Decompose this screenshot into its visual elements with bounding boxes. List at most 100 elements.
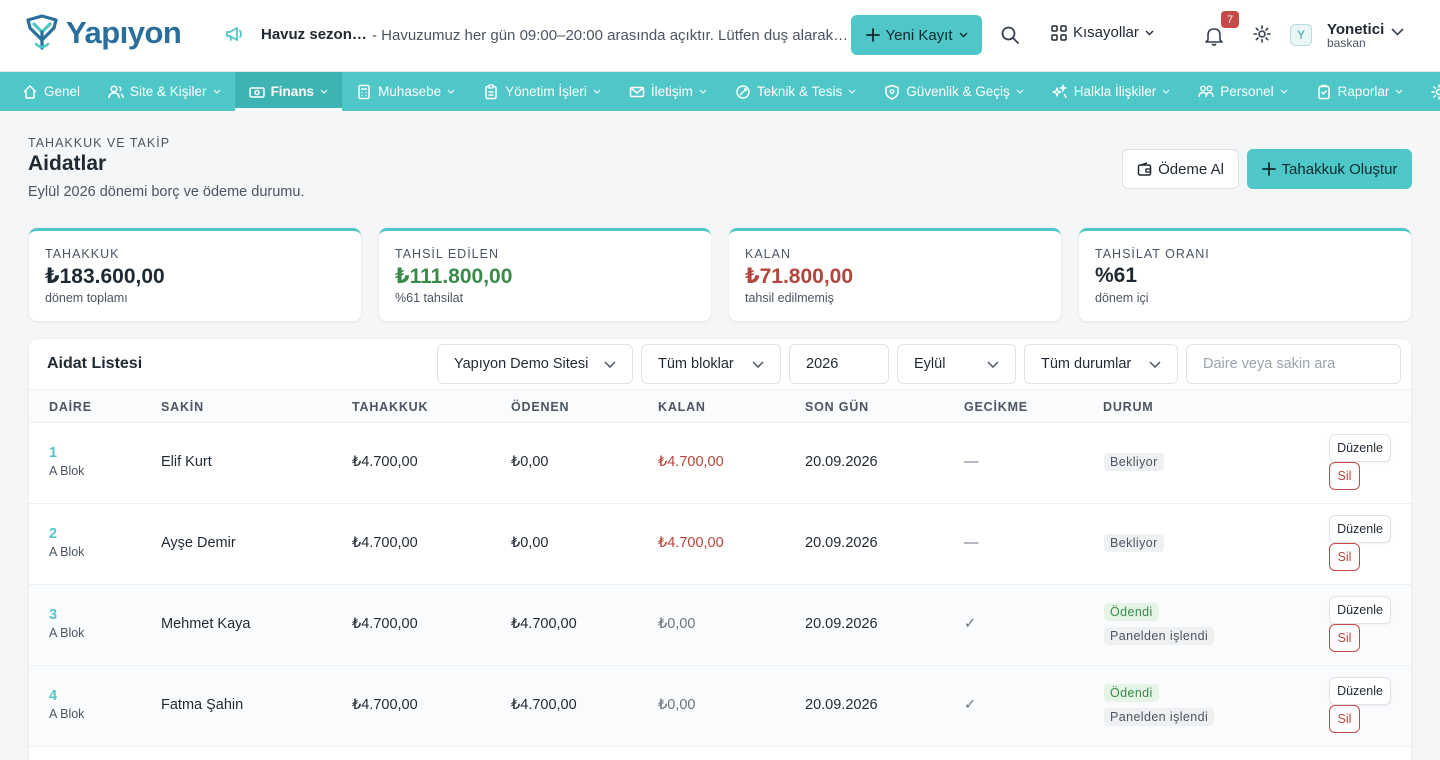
plus-icon <box>1261 162 1276 176</box>
table-row[interactable]: 2 A Blok Ayşe Demir ₺4.700,00 ₺0,00 ₺4.700,00… <box>29 504 1411 585</box>
apartment-number-link[interactable]: 2 <box>49 526 58 542</box>
create-accrual-button[interactable]: Tahakkuk Oluştur <box>1247 149 1412 189</box>
nav-item-genel[interactable]: Genel <box>8 72 94 111</box>
chevron-down-icon <box>987 360 999 368</box>
stat-card-accrual: TAHAKKUK ₺183.600,00 dönem toplamı <box>29 228 361 321</box>
logo-mark-icon <box>24 14 60 52</box>
nav-item-muhasebe[interactable]: Muhasebe <box>342 72 469 111</box>
delete-button[interactable]: Sil <box>1329 462 1360 490</box>
stat-subtext: dönem içi <box>1095 291 1149 305</box>
nav-item-personel[interactable]: Personel <box>1184 72 1301 111</box>
notification-count-badge: 7 <box>1221 11 1239 28</box>
nav-item-i-letişim[interactable]: İletişim <box>615 72 721 111</box>
delay-indicator: — <box>964 535 979 551</box>
remaining-amount: ₺0,00 <box>658 616 696 632</box>
nav-item-yönetim-i-şleri[interactable]: Yönetim İşleri <box>469 72 615 111</box>
stat-card-collection-rate: TAHSİLAT ORANI %61 dönem içi <box>1079 228 1411 321</box>
stat-label: KALAN <box>745 247 791 261</box>
nav-item-teknik-tesis[interactable]: Teknik & Tesis <box>721 72 870 111</box>
nav-item-label: Güvenlik & Geçiş <box>906 84 1010 99</box>
accrual-amount: ₺4.700,00 <box>352 616 418 632</box>
logo-text: Yapıyon <box>66 15 182 50</box>
table-row[interactable]: 4 A Blok Fatma Şahin ₺4.700,00 ₺4.700,00 ₺0,0… <box>29 666 1411 747</box>
edit-button[interactable]: Düzenle <box>1329 434 1391 462</box>
column-header: SAKİN <box>161 400 204 414</box>
remaining-amount: ₺4.700,00 <box>658 535 724 551</box>
edit-button[interactable]: Düzenle <box>1329 596 1391 624</box>
delete-label: Sil <box>1337 550 1352 564</box>
user-name[interactable]: Yonetici <box>1327 21 1385 38</box>
nav-item-site-kişiler[interactable]: Site & Kişiler <box>94 72 235 111</box>
new-record-label: Yeni Kayıt <box>885 26 953 44</box>
grid-icon <box>1051 24 1067 41</box>
gear-icon <box>1431 83 1440 100</box>
apartment-number-link[interactable]: 1 <box>49 445 58 461</box>
edit-button[interactable]: Düzenle <box>1329 677 1391 705</box>
table-row[interactable]: 1 A Blok Elif Kurt ₺4.700,00 ₺0,00 ₺4.700,00 2… <box>29 423 1411 504</box>
user-menu-chevron-icon[interactable] <box>1391 28 1404 36</box>
edit-label: Düzenle <box>1337 441 1383 455</box>
apartment-number-link[interactable]: 3 <box>49 607 58 623</box>
take-payment-label: Ödeme Al <box>1158 160 1224 178</box>
nav-item-label: Halkla İlişkiler <box>1073 84 1157 99</box>
chevron-down-icon <box>959 32 968 38</box>
chevron-down-icon <box>1145 30 1154 36</box>
logo[interactable]: Yapıyon <box>24 14 182 52</box>
apartment-block: A Blok <box>49 626 85 640</box>
stat-value: ₺71.800,00 <box>745 265 854 288</box>
nav-item-label: Genel <box>44 84 81 99</box>
shortcuts-label: Kısayollar <box>1073 24 1139 41</box>
announcement-title[interactable]: Havuz sezon… <box>261 26 367 43</box>
nav-item-halkla-i-lişkiler[interactable]: Halkla İlişkiler <box>1038 72 1185 111</box>
new-record-button[interactable]: Yeni Kayıt <box>851 15 982 55</box>
year-input[interactable]: 2026 <box>789 344 889 384</box>
remaining-amount: ₺4.700,00 <box>658 454 724 470</box>
nav-item-raporlar[interactable]: Raporlar <box>1302 72 1418 111</box>
month-select[interactable]: Eylül <box>897 344 1016 384</box>
dues-list-panel: Aidat Listesi Yapıyon Demo Sitesi Tüm bl… <box>29 339 1411 760</box>
take-payment-button[interactable]: Ödeme Al <box>1122 149 1239 189</box>
settings-gear-icon[interactable] <box>1253 25 1271 43</box>
payment-source-badge: Panelden işlendi <box>1104 627 1215 645</box>
block-select[interactable]: Tüm bloklar <box>641 344 781 384</box>
announcement-text[interactable]: - Havuzumuz her gün 09:00–20:00 arasında… <box>372 27 849 44</box>
chevron-down-icon <box>1162 89 1170 94</box>
delay-indicator: ✓ <box>964 697 977 713</box>
chevron-down-icon <box>604 360 616 368</box>
avatar[interactable]: Y <box>1290 24 1312 46</box>
shortcuts-menu[interactable]: Kısayollar <box>1051 24 1154 41</box>
sparkle-icon <box>1052 83 1068 100</box>
table-row[interactable]: 3 A Blok Mehmet Kaya ₺4.700,00 ₺4.700,00 ₺0,0… <box>29 585 1411 666</box>
stat-subtext: tahsil edilmemiş <box>745 291 834 305</box>
edit-button[interactable]: Düzenle <box>1329 515 1391 543</box>
status-select[interactable]: Tüm durumlar <box>1024 344 1178 384</box>
delete-button[interactable]: Sil <box>1329 705 1360 733</box>
bell-icon[interactable] <box>1205 26 1223 46</box>
site-select-value: Yapıyon Demo Sitesi <box>454 356 589 372</box>
user-role: baskan <box>1327 36 1366 50</box>
nav-item-sistem[interactable]: Sistem <box>1417 72 1440 111</box>
status-badge: Ödendi <box>1104 684 1159 702</box>
report-icon <box>1316 84 1332 100</box>
delete-button[interactable]: Sil <box>1329 543 1360 571</box>
search-icon[interactable] <box>1000 25 1020 45</box>
apartment-block: A Blok <box>49 464 85 478</box>
delete-button[interactable]: Sil <box>1329 624 1360 652</box>
column-header: SON GÜN <box>805 400 869 414</box>
stat-subtext: dönem toplamı <box>45 291 128 305</box>
accrual-amount: ₺4.700,00 <box>352 697 418 713</box>
column-header: ÖDENEN <box>511 400 570 414</box>
block-select-value: Tüm bloklar <box>658 356 734 372</box>
table-header: DAİRE SAKİN TAHAKKUK ÖDENEN KALAN SON GÜ… <box>29 389 1411 423</box>
search-input[interactable] <box>1186 344 1401 384</box>
nav-item-finans[interactable]: Finans <box>234 72 343 111</box>
apartment-number-link[interactable]: 4 <box>49 688 58 704</box>
nav-item-label: Raporlar <box>1337 84 1390 99</box>
page-title: Aidatlar <box>28 152 107 175</box>
payment-source-badge: Panelden işlendi <box>1104 708 1215 726</box>
stat-card-collected: TAHSİL EDİLEN ₺111.800,00 %61 tahsilat <box>379 228 711 321</box>
money-icon <box>248 84 265 100</box>
chevron-down-icon <box>447 89 455 94</box>
site-select[interactable]: Yapıyon Demo Sitesi <box>437 344 633 384</box>
nav-item-güvenlik-geçiş[interactable]: Güvenlik & Geçiş <box>870 72 1038 111</box>
